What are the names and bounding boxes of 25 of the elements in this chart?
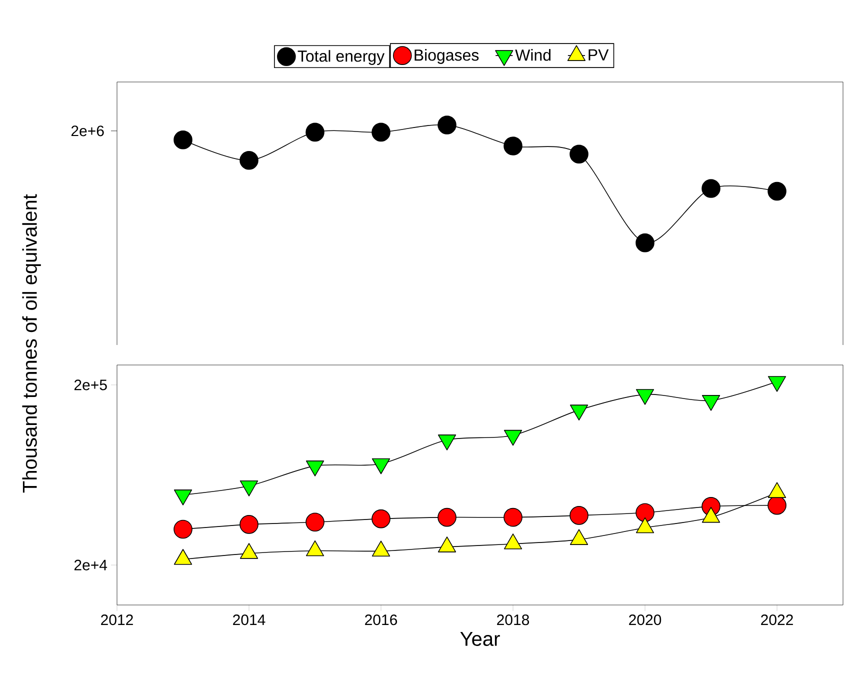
point xyxy=(240,150,258,170)
x-tick-label: 2020 xyxy=(629,614,662,626)
point xyxy=(702,179,720,198)
y-tick-label: 2e+5 xyxy=(74,380,107,390)
legend-label: Wind xyxy=(515,49,551,61)
point xyxy=(570,144,588,164)
point xyxy=(306,122,324,142)
legend-label: Total energy xyxy=(298,50,385,65)
x-tick-label: 2012 xyxy=(101,614,133,626)
point xyxy=(768,182,786,201)
y-tick-label: 2e+4 xyxy=(74,560,108,570)
point xyxy=(636,233,654,252)
point xyxy=(438,116,456,134)
text: 2e+6 xyxy=(71,126,104,136)
point xyxy=(372,122,390,142)
x-tick-label: 2022 xyxy=(761,614,793,626)
x-tick-label: 2014 xyxy=(233,614,266,626)
legend-label: Biogases xyxy=(414,49,479,64)
y-axis-title: Thousand tonnes of oil equivalent xyxy=(22,194,41,493)
legend-label: PV xyxy=(588,49,609,60)
x-tick-label: 2016 xyxy=(365,614,398,626)
x-axis-title: Year xyxy=(460,632,500,646)
point xyxy=(504,136,522,156)
x-tick-label: 2018 xyxy=(497,614,530,626)
point xyxy=(174,130,192,150)
